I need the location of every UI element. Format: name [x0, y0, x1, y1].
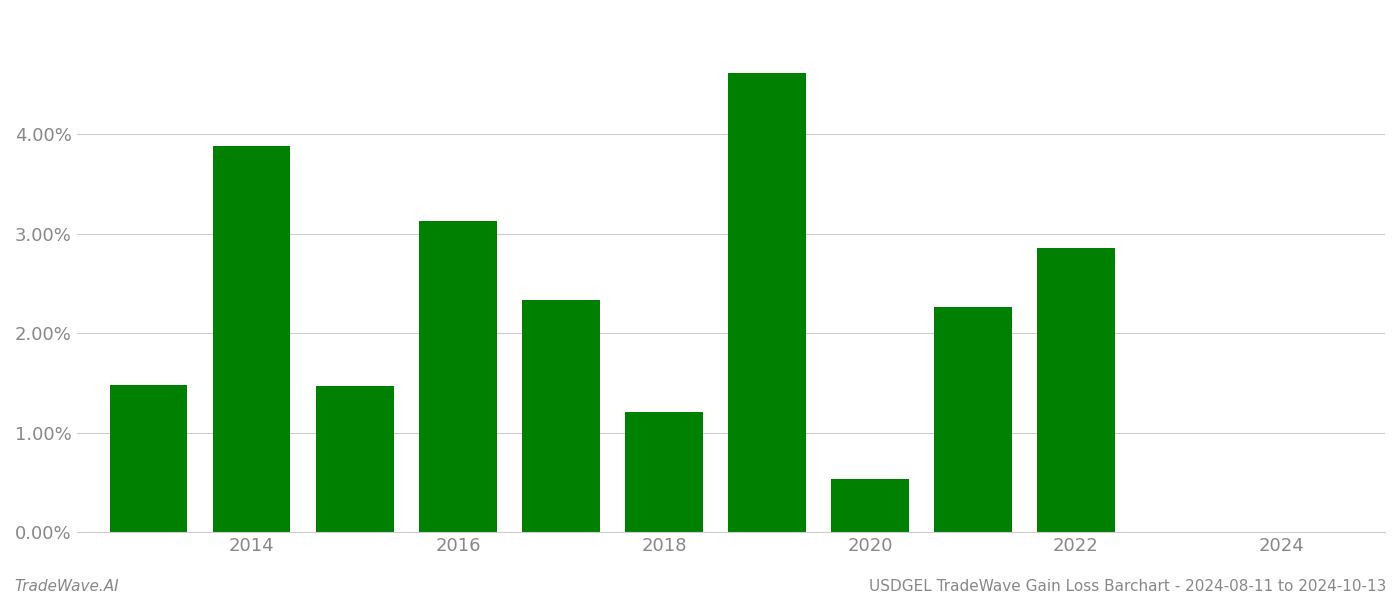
Bar	[1037, 248, 1114, 532]
Text: TradeWave.AI: TradeWave.AI	[14, 579, 119, 594]
Bar	[934, 307, 1012, 532]
Text: USDGEL TradeWave Gain Loss Barchart - 2024-08-11 to 2024-10-13: USDGEL TradeWave Gain Loss Barchart - 20…	[868, 579, 1386, 594]
Bar	[419, 221, 497, 532]
Bar	[626, 412, 703, 532]
Bar	[728, 73, 805, 532]
Bar	[832, 479, 909, 532]
Bar	[316, 386, 393, 532]
Bar	[522, 301, 599, 532]
Bar	[213, 146, 290, 532]
Bar	[111, 385, 188, 532]
